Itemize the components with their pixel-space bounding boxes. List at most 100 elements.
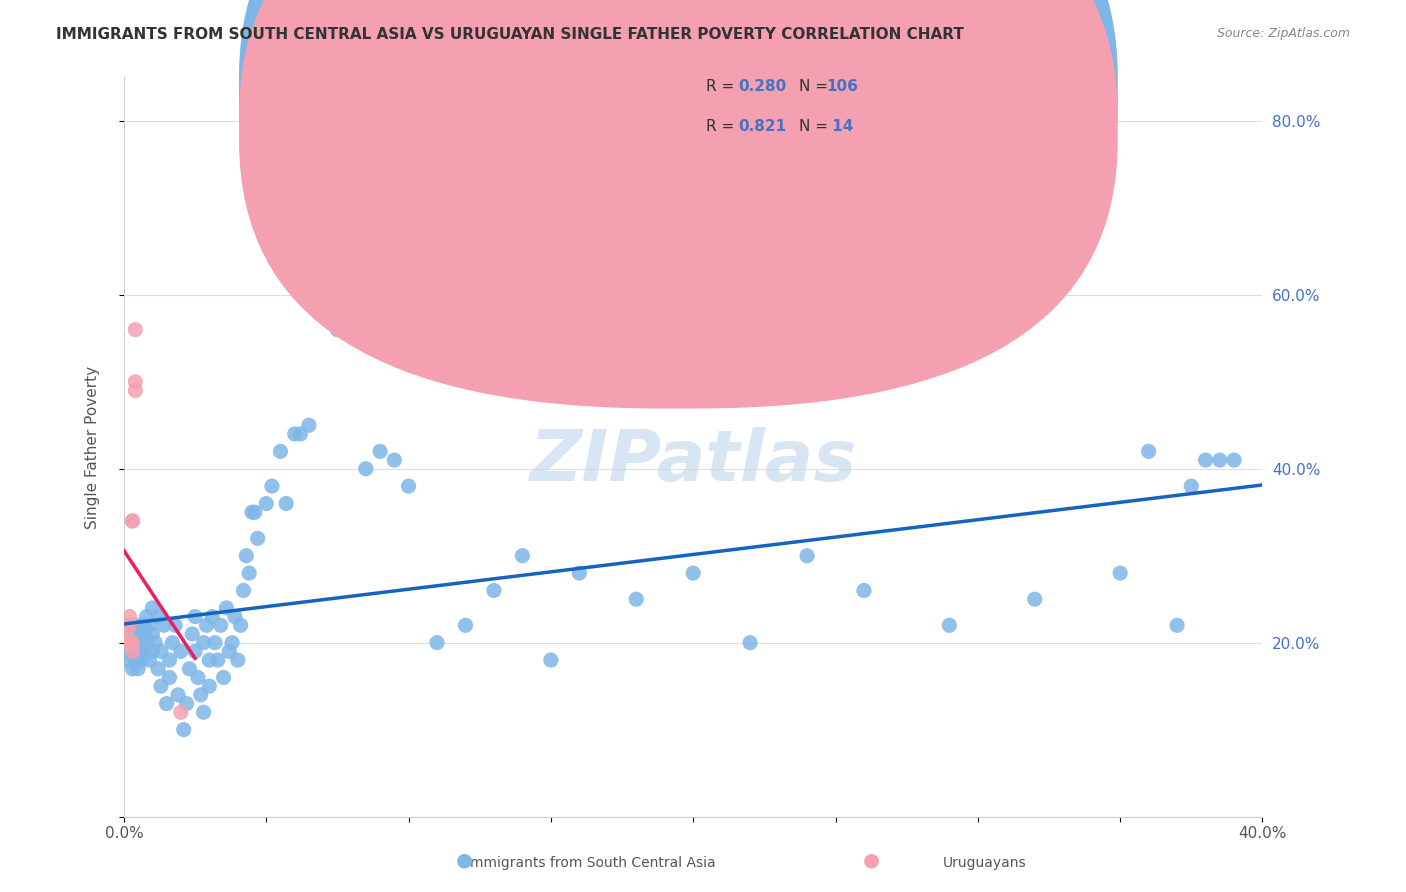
Point xyxy=(221,635,243,649)
Point xyxy=(127,618,149,632)
Point xyxy=(118,635,141,649)
Point xyxy=(284,427,307,442)
Point xyxy=(132,644,155,658)
Point xyxy=(129,653,152,667)
Point xyxy=(204,635,226,649)
Point xyxy=(682,566,704,581)
Point xyxy=(382,453,405,467)
Point xyxy=(740,635,762,649)
Point xyxy=(124,323,146,337)
Text: N =: N = xyxy=(799,120,832,134)
Point xyxy=(159,653,181,667)
Point xyxy=(276,497,298,511)
Point xyxy=(121,618,143,632)
Point xyxy=(212,670,235,684)
Point xyxy=(209,618,232,632)
Point xyxy=(155,697,177,711)
Point xyxy=(243,505,266,519)
Point xyxy=(159,670,181,684)
Text: Immigrants from South Central Asia: Immigrants from South Central Asia xyxy=(465,855,716,870)
Point xyxy=(127,635,149,649)
Point xyxy=(167,688,190,702)
Text: 106: 106 xyxy=(827,79,859,94)
Point xyxy=(132,618,155,632)
Point xyxy=(132,627,155,641)
Point xyxy=(124,635,146,649)
Point xyxy=(1137,444,1160,458)
Point xyxy=(512,549,534,563)
Point xyxy=(1223,453,1246,467)
Text: R =: R = xyxy=(706,120,740,134)
Point xyxy=(254,497,277,511)
Point xyxy=(269,444,291,458)
Point xyxy=(312,288,335,302)
Point xyxy=(187,670,209,684)
Point xyxy=(176,697,198,711)
Point xyxy=(938,618,960,632)
Text: Uruguayans: Uruguayans xyxy=(942,855,1026,870)
Point xyxy=(127,662,149,676)
Point xyxy=(141,644,163,658)
Point xyxy=(184,609,207,624)
Point xyxy=(195,618,218,632)
Point xyxy=(121,644,143,658)
Point xyxy=(121,635,143,649)
Point xyxy=(184,644,207,658)
Point xyxy=(193,705,215,719)
Point xyxy=(115,635,138,649)
Text: ●: ● xyxy=(456,851,472,870)
Point xyxy=(290,427,312,442)
Point xyxy=(1024,592,1046,607)
Point xyxy=(115,627,138,641)
Point xyxy=(540,653,562,667)
Point xyxy=(796,549,818,563)
Point xyxy=(146,662,169,676)
Point xyxy=(1166,618,1188,632)
Point xyxy=(129,635,152,649)
Point xyxy=(135,609,157,624)
Point xyxy=(127,653,149,667)
Point xyxy=(298,418,321,433)
Point xyxy=(118,609,141,624)
Point xyxy=(260,479,283,493)
Point xyxy=(482,583,505,598)
Point xyxy=(118,635,141,649)
Text: Source: ZipAtlas.com: Source: ZipAtlas.com xyxy=(1216,27,1350,40)
Point xyxy=(190,688,212,702)
Point xyxy=(124,653,146,667)
Point xyxy=(118,618,141,632)
Point xyxy=(398,479,420,493)
Point xyxy=(226,653,249,667)
Point xyxy=(115,653,138,667)
Point xyxy=(1209,453,1232,467)
Point xyxy=(138,653,160,667)
Point xyxy=(121,662,143,676)
Point xyxy=(170,705,193,719)
Point xyxy=(173,723,195,737)
Y-axis label: Single Father Poverty: Single Father Poverty xyxy=(86,366,100,529)
Point xyxy=(340,244,363,259)
Point xyxy=(426,635,449,649)
Point xyxy=(146,609,169,624)
Point xyxy=(626,592,648,607)
Point xyxy=(193,635,215,649)
Text: 0.821: 0.821 xyxy=(738,120,786,134)
Point xyxy=(115,618,138,632)
Text: N =: N = xyxy=(799,79,832,94)
Point xyxy=(135,635,157,649)
Point xyxy=(246,532,269,546)
Text: R =: R = xyxy=(706,79,740,94)
Point xyxy=(129,627,152,641)
Text: 0.280: 0.280 xyxy=(738,79,786,94)
Point xyxy=(121,627,143,641)
Point xyxy=(1180,479,1202,493)
Point xyxy=(454,618,477,632)
Point xyxy=(121,514,143,528)
Point xyxy=(152,618,174,632)
Text: IMMIGRANTS FROM SOUTH CENTRAL ASIA VS URUGUAYAN SINGLE FATHER POVERTY CORRELATIO: IMMIGRANTS FROM SOUTH CENTRAL ASIA VS UR… xyxy=(56,27,965,42)
Point xyxy=(127,644,149,658)
Point xyxy=(852,583,875,598)
Point xyxy=(215,600,238,615)
Point xyxy=(201,609,224,624)
Point xyxy=(170,644,193,658)
